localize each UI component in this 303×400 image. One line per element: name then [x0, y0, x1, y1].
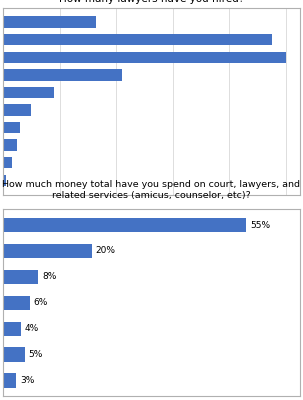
Text: 4%: 4% — [24, 324, 38, 333]
Bar — [3, 52, 286, 63]
Bar — [3, 157, 12, 168]
Bar — [3, 122, 20, 133]
Bar — [3, 322, 21, 336]
Text: 3%: 3% — [20, 376, 34, 385]
Bar — [3, 244, 92, 258]
Text: 20%: 20% — [95, 246, 115, 256]
Title: How much money total have you spend on court, lawyers, and
related services (ami: How much money total have you spend on c… — [2, 180, 301, 200]
Bar — [3, 104, 31, 116]
Text: 8%: 8% — [42, 272, 56, 281]
Bar — [3, 373, 16, 388]
Bar — [3, 87, 54, 98]
Bar — [3, 347, 25, 362]
Text: 6%: 6% — [33, 298, 48, 307]
Bar — [3, 140, 17, 151]
Bar — [3, 34, 272, 46]
Bar — [3, 69, 122, 81]
Text: 5%: 5% — [29, 350, 43, 359]
Title: How many lawyers have you hired?: How many lawyers have you hired? — [59, 0, 244, 4]
Bar — [3, 16, 96, 28]
Bar — [3, 218, 246, 232]
Bar — [3, 296, 30, 310]
Bar — [3, 175, 6, 186]
Bar — [3, 270, 38, 284]
Text: 55%: 55% — [250, 220, 270, 230]
